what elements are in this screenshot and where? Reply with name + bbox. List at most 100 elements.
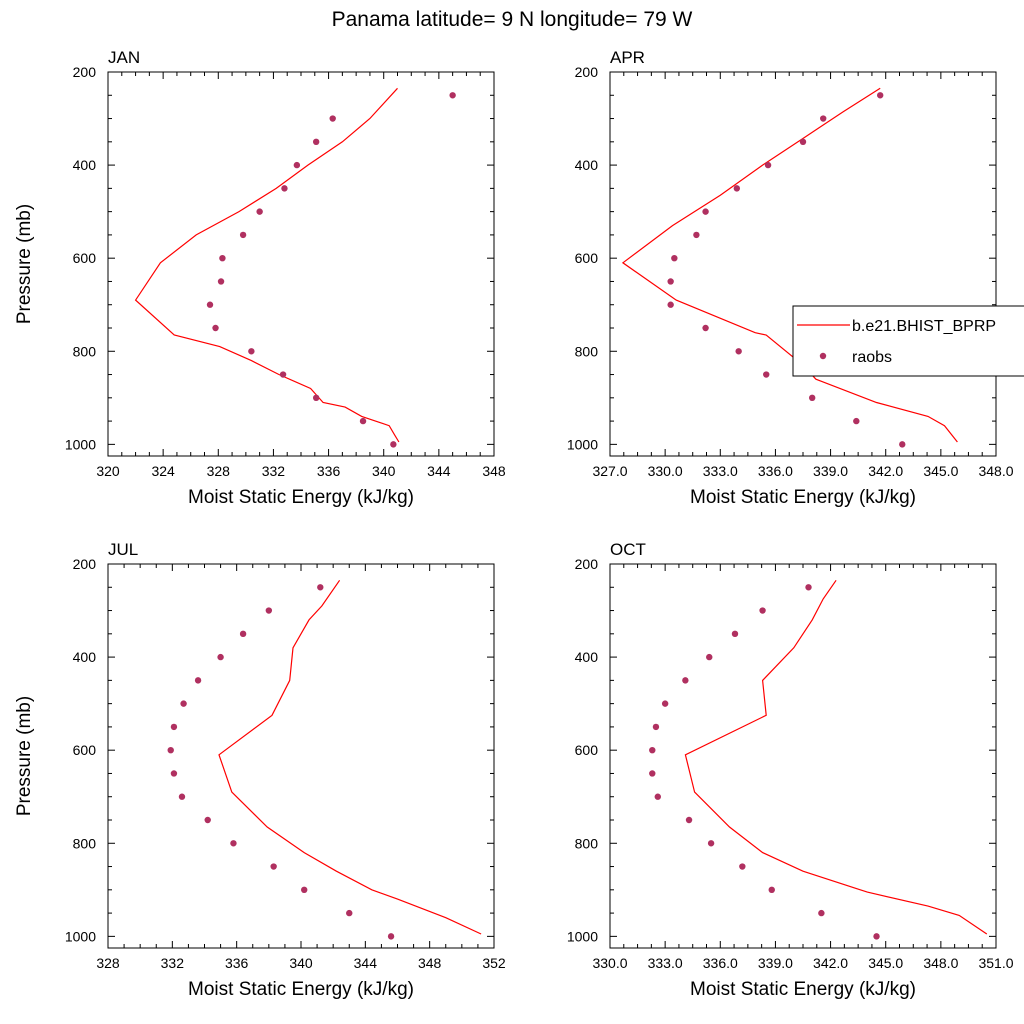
y-tick-label: 200 [575, 556, 599, 572]
obs-point [707, 840, 715, 847]
obs-point [178, 793, 186, 800]
x-tick-label: 320 [96, 463, 120, 479]
y-tick-label: 400 [575, 157, 599, 173]
y-tick-label: 200 [73, 556, 97, 572]
x-tick-label: 328 [207, 463, 231, 479]
obs-point [733, 185, 741, 192]
y-axis-label: Pressure (mb) [14, 204, 35, 324]
y-tick-label: 600 [73, 250, 97, 266]
obs-point [667, 301, 674, 308]
x-tick-label: 351.0 [978, 955, 1013, 971]
x-axis-label: Moist Static Energy (kJ/kg) [188, 487, 414, 508]
obs-point [301, 886, 308, 894]
obs-point [281, 185, 288, 192]
obs-point [652, 723, 660, 731]
y-tick-label: 600 [575, 742, 599, 758]
obs-point [170, 723, 178, 731]
plot-frame [107, 71, 495, 457]
obs-point [702, 208, 709, 215]
obs-point [693, 231, 700, 239]
obs-point [671, 254, 678, 262]
x-tick-label: 328 [96, 955, 120, 971]
obs-point [763, 371, 770, 378]
obs-point [265, 607, 273, 614]
figure-title: Panama latitude= 9 N longitude= 79 W [332, 8, 693, 31]
series-group [134, 87, 456, 448]
legend-obs-swatch [819, 352, 827, 360]
obs-point [682, 677, 689, 684]
x-tick-label: 336 [225, 955, 249, 971]
obs-point [239, 630, 247, 638]
obs-point [768, 886, 775, 894]
panel-title: JAN [108, 48, 140, 67]
panel-title: OCT [610, 540, 646, 559]
obs-point [387, 933, 395, 940]
obs-point [206, 301, 214, 308]
obs-point [759, 607, 766, 614]
x-tick-label: 327.0 [592, 463, 627, 479]
obs-point [805, 584, 812, 591]
x-axis-label: Moist Static Energy (kJ/kg) [690, 979, 916, 1000]
obs-point [219, 254, 226, 262]
y-tick-label: 600 [575, 250, 599, 266]
obs-point [649, 746, 656, 754]
obs-point [654, 793, 661, 800]
series-group [167, 579, 482, 940]
y-tick-label: 800 [575, 835, 599, 851]
panel-oct: OCT 330.0 333.0 336.0 339.0 342.0 345.0 348.0 35… [567, 540, 1014, 1000]
obs-point [818, 909, 825, 917]
obs-point [256, 208, 263, 215]
y-tick-label: 1000 [567, 436, 598, 452]
y-tick-label: 200 [575, 64, 599, 80]
x-tick-label: 348 [482, 463, 506, 479]
x-tick-label: 339.0 [813, 463, 848, 479]
y-tick-label: 600 [73, 742, 97, 758]
x-tick-label: 324 [151, 463, 175, 479]
obs-point [312, 394, 320, 402]
x-tick-label: 333.0 [703, 463, 738, 479]
obs-point [706, 653, 713, 661]
obs-point [877, 92, 884, 99]
obs-point [853, 417, 860, 425]
y-tick-label: 400 [73, 649, 97, 665]
legend-model-label: b.e21.BHIST_BPRP [852, 318, 996, 335]
obs-point [204, 816, 211, 824]
model-line [218, 579, 482, 935]
x-axis-label: Moist Static Energy (kJ/kg) [690, 487, 916, 508]
series-group [621, 87, 958, 448]
obs-point [217, 653, 224, 661]
obs-point [808, 394, 816, 402]
obs-point [764, 161, 772, 169]
y-tick-label: 400 [73, 157, 97, 173]
panel-jul: JUL 328 332 336 340 344 348 352 200 400 600 800 1000… [14, 540, 506, 1000]
model-line [621, 87, 958, 443]
x-tick-label: 336.0 [758, 463, 793, 479]
y-tick-label: 800 [73, 835, 97, 851]
x-tick-label: 336.0 [703, 955, 738, 971]
x-tick-label: 332 [161, 955, 185, 971]
obs-point [346, 909, 353, 917]
obs-point [735, 348, 742, 355]
x-tick-label: 342.0 [868, 463, 903, 479]
x-tick-label: 348.0 [923, 955, 958, 971]
obs-point [649, 770, 656, 777]
obs-point [661, 700, 669, 707]
obs-point [279, 371, 287, 378]
obs-point [170, 770, 178, 777]
obs-point [239, 231, 247, 239]
obs-point [359, 417, 367, 425]
obs-point [899, 441, 906, 448]
obs-point [217, 278, 225, 285]
legend-box [792, 305, 1024, 377]
obs-point [329, 115, 336, 122]
model-line [684, 579, 988, 935]
obs-point [702, 324, 709, 332]
legend-obs-label: raobs [852, 349, 892, 366]
y-tick-label: 1000 [65, 436, 96, 452]
x-tick-label: 348 [418, 955, 442, 971]
series-group [649, 579, 988, 940]
obs-point [230, 840, 237, 847]
y-tick-label: 1000 [65, 928, 96, 944]
